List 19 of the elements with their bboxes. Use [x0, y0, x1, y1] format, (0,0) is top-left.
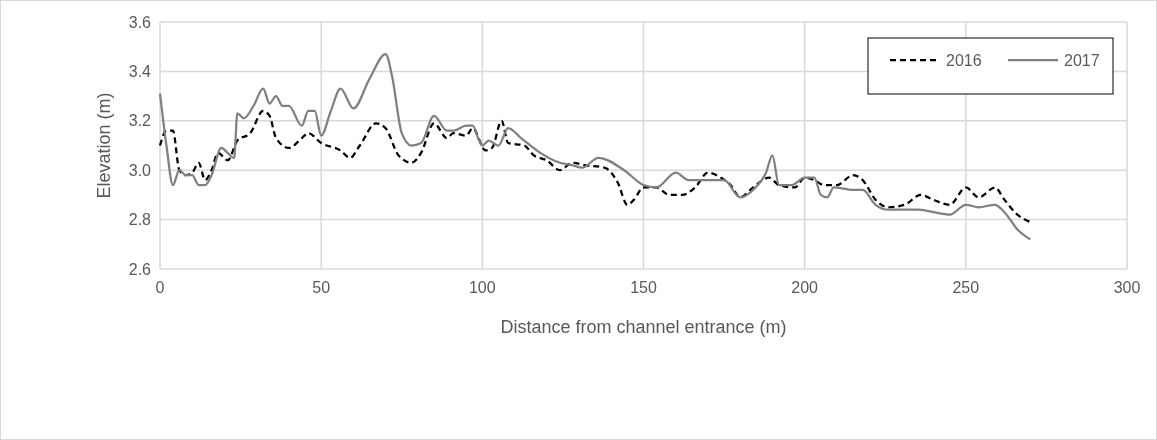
y-tick-label: 2.6: [128, 260, 152, 278]
legend-label: 2016: [946, 51, 982, 69]
y-tick-label: 2.8: [128, 211, 152, 229]
x-tick-label: 100: [468, 279, 496, 296]
x-axis-title: Distance from channel entrance (m): [500, 317, 787, 337]
x-tick-label: 150: [630, 279, 657, 296]
x-tick-label: 250: [952, 279, 980, 296]
y-tick-label: 3.0: [128, 161, 152, 179]
legend-label: 2017: [1064, 51, 1100, 69]
x-tick-label: 300: [1113, 279, 1141, 296]
y-axis-title: Elevation (m): [94, 92, 114, 199]
x-tick-label: 0: [155, 279, 165, 296]
y-tick-label: 3.6: [128, 13, 152, 31]
line-series: [158, 52, 1032, 241]
line-series: [158, 109, 1032, 224]
y-tick-label: 3.2: [128, 112, 152, 130]
x-tick-label: 200: [791, 279, 819, 296]
x-tick-label: 50: [312, 279, 331, 296]
y-tick-label: 3.4: [128, 63, 152, 80]
